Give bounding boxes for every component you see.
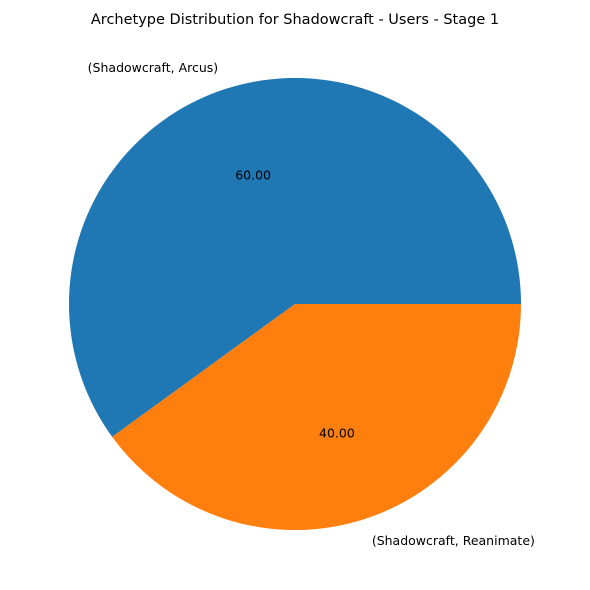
pie-value-label-2: 40.00 [319, 425, 355, 440]
pie-slices [68, 78, 521, 530]
chart-title: Archetype Distribution for Shadowcraft -… [91, 12, 499, 28]
pie-slice-1 [68, 78, 521, 437]
pie-slice-2 [112, 304, 521, 530]
pie-labels: 60.00 (Shadowcraft, Arcus) 40.00 (Shadowcra… [88, 60, 535, 548]
pie-value-label-1: 60.00 [235, 168, 271, 183]
pie-category-label-1: (Shadowcraft, Arcus) [88, 60, 219, 75]
pie-category-label-2: (Shadowcraft, Reanimate) [372, 533, 535, 548]
